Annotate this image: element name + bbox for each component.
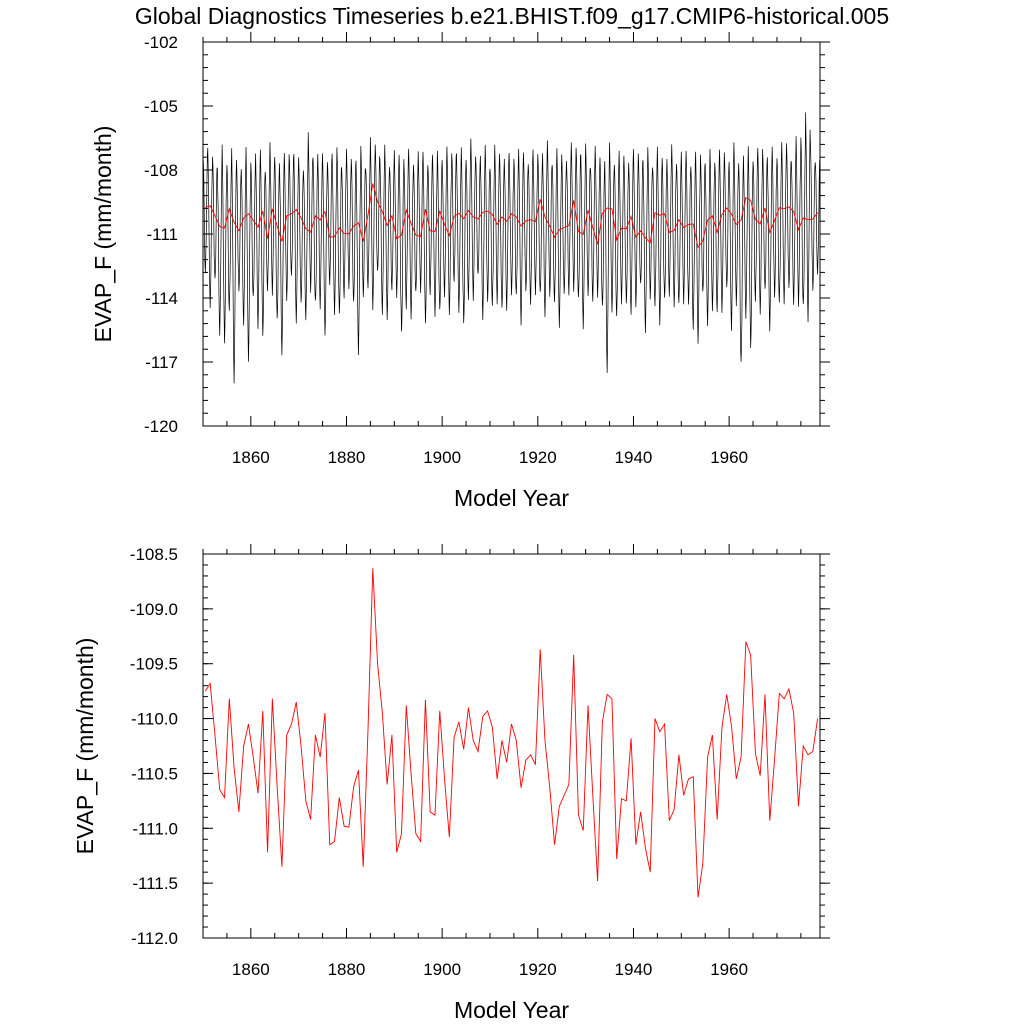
y-tick-label: -102 <box>144 33 178 52</box>
plot-frame <box>202 41 821 427</box>
y-tick-label: -111.0 <box>132 819 178 838</box>
monthly-series-line <box>202 112 820 384</box>
plot-frame <box>202 553 821 939</box>
y-tick-label: -114 <box>145 289 178 308</box>
y-tick-label: -105 <box>144 97 178 116</box>
y-tick-label: -108.5 <box>130 545 178 564</box>
y-tick-label: -109.0 <box>130 600 178 619</box>
x-axis-label: Model Year <box>454 997 569 1023</box>
x-tick-label: 1960 <box>710 960 748 979</box>
x-tick-label: 1900 <box>423 960 461 979</box>
y-axis-label: EVAP_F (mm/month) <box>90 126 116 343</box>
x-tick-label: 1960 <box>710 448 748 467</box>
x-tick-label: 1860 <box>232 960 270 979</box>
y-tick-label: -112.0 <box>131 929 178 948</box>
x-tick-label: 1880 <box>328 960 366 979</box>
y-tick-label: -110.5 <box>131 764 178 783</box>
annual-mean-series-line <box>205 183 818 249</box>
x-tick-label: 1940 <box>615 960 653 979</box>
x-tick-label: 1920 <box>519 448 557 467</box>
x-tick-label: 1920 <box>519 960 557 979</box>
x-tick-label: 1860 <box>232 448 270 467</box>
x-tick-label: 1880 <box>328 448 366 467</box>
y-tick-label: -108 <box>144 161 178 180</box>
y-tick-label: -117 <box>145 353 178 372</box>
x-axis-label: Model Year <box>454 485 569 511</box>
x-tick-label: 1900 <box>423 448 461 467</box>
y-tick-label: -111.5 <box>132 874 178 893</box>
y-tick-label: -109.5 <box>130 655 178 674</box>
y-tick-label: -120 <box>144 417 178 436</box>
x-tick-label: 1940 <box>615 448 653 467</box>
y-axis-label: EVAP_F (mm/month) <box>72 638 98 855</box>
annual-mean-series-line <box>205 568 819 898</box>
y-tick-label: -111 <box>146 225 178 244</box>
chart-title: Global Diagnostics Timeseries b.e21.BHIS… <box>135 3 889 29</box>
bottom-panel: 1860 1880 1900 1920 1940 1960 -112.0 -111.5 -111… <box>72 544 830 1023</box>
y-tick-label: -110.0 <box>131 710 178 729</box>
top-panel: 1860 1880 1900 1920 1940 1960 -120 -117 -114 -111… <box>90 32 830 511</box>
